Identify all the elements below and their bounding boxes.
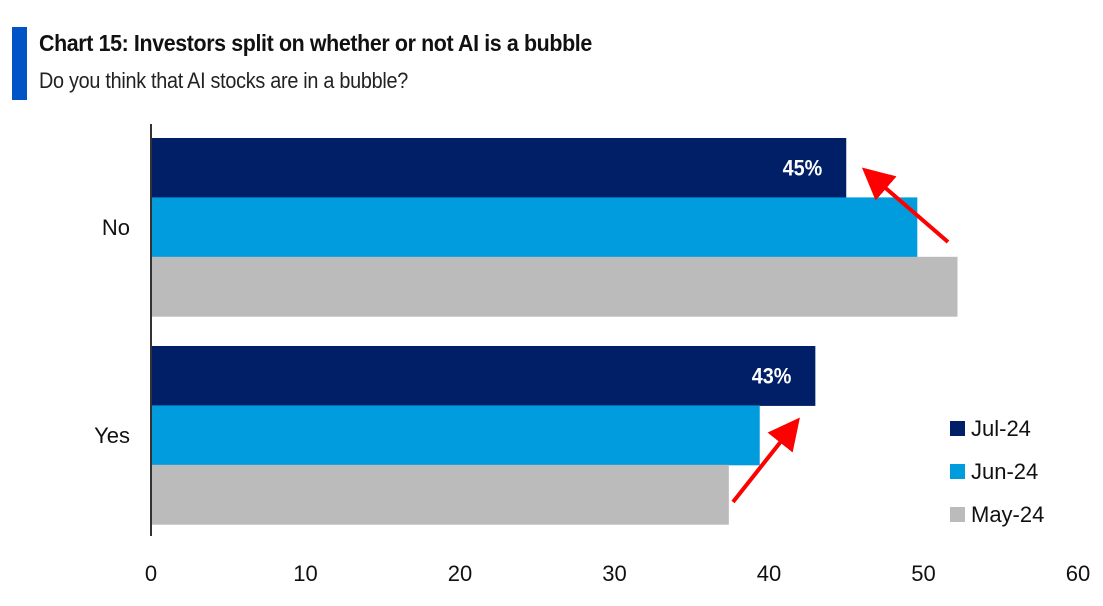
x-tick-label-0: 0: [145, 561, 157, 586]
x-tick-label-10: 10: [293, 561, 317, 586]
bar-no-jul-24: [152, 138, 847, 198]
category-label-no: No: [102, 215, 130, 240]
bar-yes-jul-24: [152, 346, 816, 406]
data-label-yes-jul-24: 43%: [752, 365, 792, 389]
category-labels: No Yes: [94, 215, 130, 448]
bar-no-may-24: [152, 256, 958, 317]
x-tick-label-60: 60: [1066, 561, 1090, 586]
legend-label-jun-24: Jun-24: [971, 459, 1038, 484]
bars-layer: [152, 138, 958, 525]
legend-swatch-jun-24: [950, 464, 965, 479]
annotation-arrows: [731, 167, 950, 504]
legend: Jul-24 Jun-24 May-24: [950, 416, 1044, 527]
legend-label-may-24: May-24: [971, 502, 1044, 527]
legend-label-jul-24: Jul-24: [971, 416, 1031, 441]
data-label-no-jul-24: 45%: [783, 157, 823, 181]
bar-yes-jun-24: [152, 405, 760, 466]
category-label-yes: Yes: [94, 423, 130, 448]
x-tick-labels: 0 10 20 30 40 50 60: [145, 561, 1090, 586]
x-tick-label-30: 30: [602, 561, 626, 586]
chart-subtitle: Do you think that AI stocks are in a bub…: [39, 68, 408, 93]
red-arrow-no: [861, 167, 950, 244]
red-arrow-yes: [731, 417, 800, 504]
title-accent-bar: [12, 27, 27, 100]
x-tick-label-50: 50: [911, 561, 935, 586]
x-tick-label-40: 40: [757, 561, 781, 586]
data-labels-layer: 45% 43%: [752, 157, 823, 389]
bar-no-jun-24: [152, 197, 918, 258]
x-tick-label-20: 20: [448, 561, 472, 586]
bar-yes-may-24: [152, 464, 729, 525]
chart-title: Chart 15: Investors split on whether or …: [39, 30, 592, 56]
legend-swatch-jul-24: [950, 421, 965, 436]
legend-swatch-may-24: [950, 507, 965, 522]
